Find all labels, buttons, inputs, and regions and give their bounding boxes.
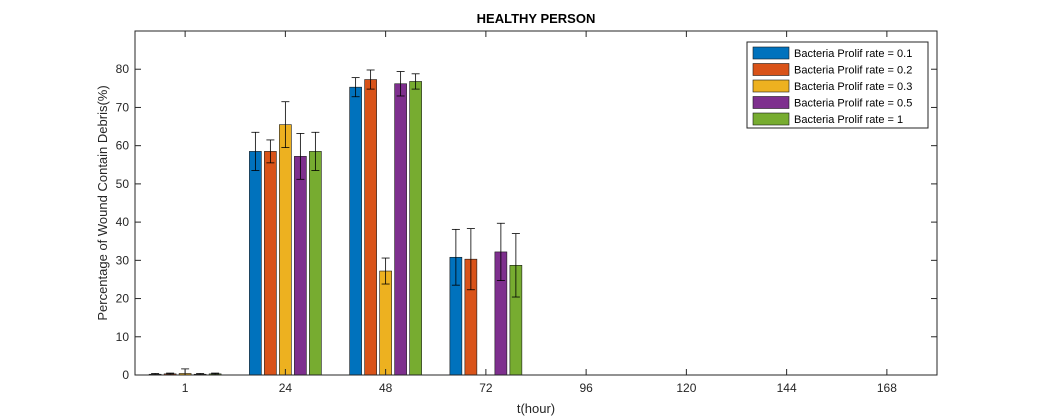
y-tick-label: 80 (116, 62, 130, 76)
y-tick-label: 30 (116, 253, 130, 267)
legend-swatch (752, 46, 790, 60)
y-tick-label: 10 (116, 330, 130, 344)
legend-label: Bacteria Prolif rate = 0.1 (794, 48, 912, 60)
legend: Bacteria Prolif rate = 0.1 Bacteria Proli… (746, 41, 929, 129)
y-axis: 0 10 20 30 40 50 60 70 80 (116, 62, 937, 382)
legend-swatch (752, 63, 790, 76)
legend-label: Bacteria Prolif rate = 0.3 (794, 81, 912, 93)
legend-swatch (752, 79, 790, 93)
y-tick-label: 50 (116, 177, 130, 191)
y-tick-label: 0 (122, 368, 129, 382)
y-tick-label: 70 (116, 100, 130, 114)
x-tick-label: 72 (479, 381, 493, 395)
x-tick-label: 24 (279, 381, 293, 395)
bar (379, 270, 392, 376)
x-axis-label: t(hour) (517, 401, 555, 416)
x-axis: 1 24 48 72 96 120 144 168 (182, 31, 897, 395)
bars-layer (148, 79, 523, 376)
legend-label: Bacteria Prolif rate = 0.5 (794, 98, 912, 110)
x-tick-label: 48 (379, 381, 393, 395)
legend-label: Bacteria Prolif rate = 0.2 (794, 65, 912, 77)
bar (264, 151, 277, 376)
plot-frame (134, 30, 938, 376)
x-tick-label: 120 (676, 381, 696, 395)
y-tick-label: 20 (116, 292, 130, 306)
x-tick-label: 144 (777, 381, 797, 395)
bar (249, 151, 262, 376)
legend-label: Bacteria Prolif rate = 1 (794, 114, 903, 126)
bar (294, 156, 307, 376)
x-tick-label: 1 (182, 381, 189, 395)
bar (364, 79, 377, 376)
chart-title: HEALTHY PERSON (477, 11, 596, 26)
y-tick-label: 60 (116, 139, 130, 153)
bar (349, 86, 362, 376)
x-tick-label: 96 (579, 381, 593, 395)
x-tick-label: 168 (877, 381, 897, 395)
y-axis-label: Percentage of Wound Contain Debris(%) (95, 85, 110, 320)
bar (309, 151, 322, 376)
legend-swatch (752, 112, 790, 126)
bar (394, 83, 407, 376)
bar (279, 124, 292, 376)
y-tick-label: 40 (116, 215, 130, 229)
error-bars-layer (151, 69, 520, 376)
bar (409, 81, 422, 376)
legend-swatch (752, 96, 790, 109)
